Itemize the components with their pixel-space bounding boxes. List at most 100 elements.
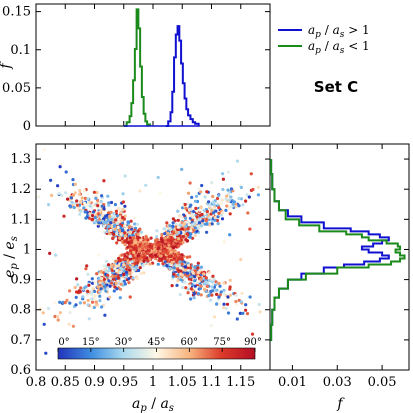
scatter-point — [210, 208, 214, 213]
scatter-point — [200, 212, 204, 217]
main-y-tick-label: 1 — [23, 242, 31, 257]
scatter-point — [91, 217, 95, 221]
scatter-point — [181, 240, 185, 244]
scatter-point — [203, 212, 207, 216]
scatter-point — [245, 193, 249, 197]
scatter-point — [199, 277, 203, 282]
scatter-point — [118, 270, 123, 274]
scatter-point — [119, 273, 123, 277]
scatter-point — [95, 272, 99, 276]
scatter-point — [189, 287, 193, 291]
scatter-point — [207, 279, 211, 283]
scatter-point — [225, 194, 229, 198]
scatter-point — [229, 187, 234, 191]
scatter-point — [164, 236, 168, 240]
scatter-point — [222, 306, 226, 310]
main-y-tick-label: 1.3 — [10, 152, 31, 167]
scatter-point — [222, 292, 227, 296]
scatter-point — [190, 225, 194, 229]
scatter-point — [180, 285, 185, 290]
scatter-point — [96, 285, 100, 289]
scatter-point — [116, 264, 120, 268]
scatter-point — [186, 191, 191, 195]
scatter-point — [77, 192, 81, 197]
scatter-point — [184, 286, 188, 290]
scatter-point — [115, 287, 119, 291]
scatter-point — [94, 303, 98, 307]
scatter-point — [68, 310, 72, 315]
scatter-point — [198, 208, 202, 212]
scatter-point — [134, 266, 139, 270]
scatter-point — [174, 274, 178, 278]
scatter-point — [90, 292, 94, 296]
scatter-point — [178, 293, 182, 297]
scatter-point — [193, 284, 197, 288]
scatter-point — [194, 206, 198, 210]
scatter-point — [73, 191, 77, 195]
scatter-point — [117, 256, 121, 260]
scatter-point — [91, 281, 95, 285]
scatter-point — [58, 162, 63, 166]
scatter-point — [217, 281, 221, 285]
scatter-point — [87, 216, 92, 220]
scatter-point — [73, 182, 77, 186]
scatter-point — [123, 231, 127, 235]
scatter-point — [188, 284, 192, 288]
scatter-point — [256, 193, 260, 197]
legend-label-below: ap / as < 1 — [308, 39, 370, 56]
scatter-point — [134, 253, 138, 257]
colorbar-ticks: 0° 15° 30° 45° 60° 75° 90° — [57, 337, 262, 352]
scatter-point — [89, 305, 93, 309]
right-histogram-line — [270, 159, 406, 341]
right-x-tick-label: 0.03 — [323, 375, 352, 390]
right-histogram-series — [270, 159, 406, 341]
scatter-point — [180, 273, 184, 277]
scatter-point — [190, 283, 194, 287]
scatter-point — [210, 280, 214, 284]
scatter-point — [83, 196, 87, 200]
scatter-point — [93, 215, 97, 220]
scatter-point — [42, 148, 47, 152]
scatter-point — [121, 192, 125, 196]
scatter-point — [234, 205, 238, 209]
scatter-point — [78, 189, 82, 193]
scatter-point — [249, 172, 253, 176]
scatter-point — [180, 256, 184, 260]
scatter-point — [114, 281, 118, 285]
scatter-point — [203, 195, 207, 199]
scatter-point — [173, 228, 177, 232]
top-y-tick-label: 0 — [23, 119, 31, 134]
scatter-point — [197, 187, 201, 191]
scatter-point — [195, 229, 199, 233]
scatter-point — [94, 300, 98, 304]
scatter-point — [210, 222, 214, 226]
scatter-point — [75, 199, 79, 203]
scatter-point — [188, 216, 192, 220]
scatter-point — [181, 206, 185, 210]
scatter-point — [207, 271, 211, 275]
colorbar-tick-label: 30° — [115, 337, 133, 348]
scatter-point — [71, 178, 75, 182]
scatter-point — [128, 249, 133, 253]
scatter-point — [193, 275, 197, 279]
scatter-point — [205, 230, 209, 234]
scatter-point — [64, 191, 68, 195]
scatter-point — [83, 210, 87, 214]
scatter-point — [100, 194, 104, 198]
scatter-point — [142, 250, 146, 254]
scatter-point — [79, 200, 83, 204]
main-x-tick-label: 1.15 — [226, 375, 255, 390]
scatter-point — [212, 315, 217, 319]
scatter-point — [127, 225, 131, 230]
scatter-point — [121, 200, 125, 204]
scatter-point — [115, 241, 119, 245]
scatter-point — [117, 207, 121, 211]
scatter-point — [121, 215, 125, 219]
main-x-tick-label: 0.9 — [84, 375, 105, 390]
scatter-point — [76, 283, 80, 287]
scatter-point — [204, 276, 208, 280]
scatter-point — [106, 219, 110, 223]
scatter-point — [176, 218, 180, 222]
scatter-point — [102, 264, 106, 268]
